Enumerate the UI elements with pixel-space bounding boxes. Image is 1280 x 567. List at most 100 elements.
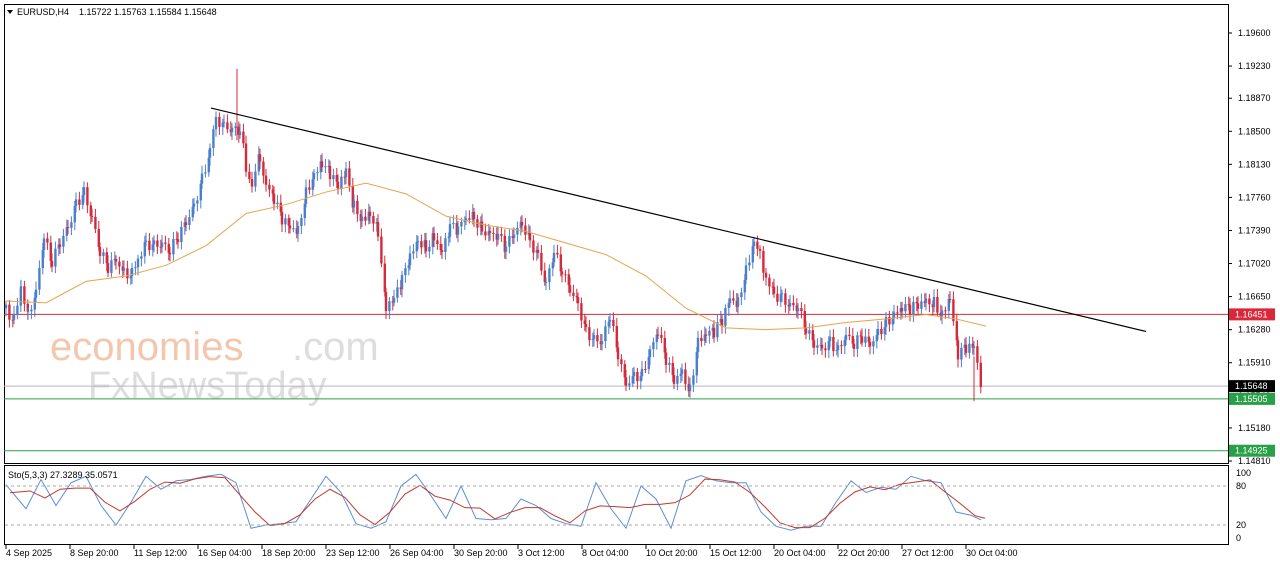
y-tick-label: 1.18500 xyxy=(1238,126,1271,136)
candle-body xyxy=(648,349,652,358)
candle-body xyxy=(728,298,732,303)
candle-body xyxy=(176,239,180,243)
candle-body xyxy=(234,126,237,128)
candle-body xyxy=(664,352,668,365)
candle-body xyxy=(207,157,210,173)
candle-body xyxy=(824,348,827,351)
candle-body xyxy=(383,263,386,292)
x-tick-label: 30 Oct 04:00 xyxy=(966,548,1018,558)
candle-body xyxy=(508,236,511,247)
candle-body xyxy=(41,249,44,269)
candle-body xyxy=(756,241,759,249)
candle-body xyxy=(796,308,800,312)
candle-body xyxy=(396,287,399,298)
price-tags: 1.16451 1.15648 1.15505 1.14925 xyxy=(1229,308,1275,457)
candle-body xyxy=(168,253,172,255)
candle-body xyxy=(859,335,862,337)
candle-body xyxy=(448,224,452,237)
candle-body xyxy=(492,232,495,234)
candle-body xyxy=(536,249,540,253)
candle-body xyxy=(276,202,279,205)
candle-body xyxy=(460,221,463,227)
candle-body xyxy=(768,277,771,287)
price-tag xyxy=(1229,308,1275,321)
price-tag-label: 1.14925 xyxy=(1235,446,1268,456)
candle-body xyxy=(856,335,859,349)
candle-body xyxy=(262,161,265,176)
price-tag-label: 1.16451 xyxy=(1235,309,1268,319)
price-tag-label: 1.15648 xyxy=(1235,381,1268,391)
candle-body xyxy=(38,268,41,290)
candle-body xyxy=(254,171,257,187)
candle-body xyxy=(98,247,102,256)
candle-body xyxy=(588,327,591,341)
candle-body xyxy=(972,346,976,348)
candle-body xyxy=(604,326,607,342)
candle-body xyxy=(388,301,391,312)
candle-body xyxy=(680,369,684,374)
candle-body xyxy=(764,272,768,278)
candle-body xyxy=(472,211,476,220)
candle-body xyxy=(46,238,49,243)
candle-body xyxy=(214,116,218,130)
candle-body xyxy=(920,301,923,309)
candle-body xyxy=(204,172,207,174)
candle-body xyxy=(288,225,292,229)
x-tick-label: 16 Sep 04:00 xyxy=(198,548,252,558)
candle-body xyxy=(376,222,380,237)
candle-body xyxy=(487,231,490,236)
candle-body xyxy=(368,211,372,217)
candle-body xyxy=(118,261,121,267)
candle-body xyxy=(620,359,623,365)
candle-body xyxy=(615,326,618,348)
candle-body xyxy=(640,368,644,377)
candle-body xyxy=(844,334,848,340)
candle-body xyxy=(78,199,81,205)
candle-body xyxy=(804,328,808,334)
y-tick-label: 1.17760 xyxy=(1238,192,1271,202)
candle-body xyxy=(575,296,578,298)
candle-body xyxy=(258,154,262,162)
candle-body xyxy=(679,373,682,376)
candle-body xyxy=(360,216,364,222)
candle-body xyxy=(351,185,354,208)
candle-body xyxy=(556,252,559,255)
candle-body xyxy=(836,345,840,351)
candle-body xyxy=(800,308,803,312)
candle-body xyxy=(344,168,348,178)
y-tick-label: 1.16650 xyxy=(1238,292,1271,302)
candle-body xyxy=(199,183,202,201)
candle-body xyxy=(152,240,156,245)
candle-body xyxy=(976,346,979,363)
candle-body xyxy=(840,345,843,347)
candle-body xyxy=(912,301,915,315)
candle-body xyxy=(623,364,626,378)
candle-body xyxy=(827,341,830,351)
candle-body xyxy=(200,173,204,184)
x-axis: 4 Sep 2025 8 Sep 20:00 11 Sep 12:00 16 Sep … xyxy=(5,545,1018,558)
candle-body xyxy=(607,321,610,327)
candle-body xyxy=(520,221,524,226)
candle-body xyxy=(900,307,904,312)
candle-body xyxy=(280,211,284,225)
chart-header[interactable]: EURUSD,H4 1.15722 1.15763 1.15584 1.1564… xyxy=(7,7,217,17)
candle-body xyxy=(480,221,484,232)
candle-body xyxy=(144,240,148,242)
candle-body xyxy=(948,299,952,301)
x-tick-label: 11 Sep 12:00 xyxy=(134,548,187,558)
candle-body xyxy=(364,216,367,221)
candle-body xyxy=(952,299,955,322)
candle-body xyxy=(780,293,784,295)
chevron-down-icon[interactable] xyxy=(7,10,13,14)
candle-body xyxy=(156,240,159,247)
symbol-label: EURUSD,H4 xyxy=(17,7,69,17)
candle-body xyxy=(415,241,418,252)
candle-body xyxy=(544,282,548,284)
candle-body xyxy=(904,304,907,312)
candle-body xyxy=(751,246,754,263)
candle-body xyxy=(884,316,888,328)
candle-body xyxy=(820,344,824,349)
candle-body xyxy=(624,377,628,386)
moving-average-line xyxy=(5,182,987,331)
candle-body xyxy=(915,301,918,304)
